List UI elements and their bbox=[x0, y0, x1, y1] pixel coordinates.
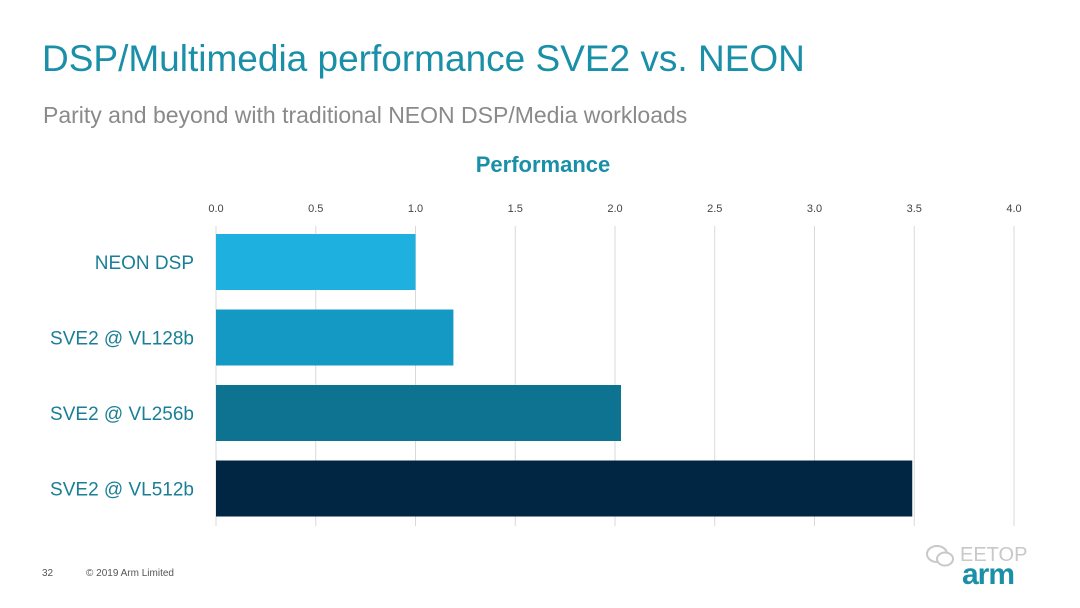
page-number: 32 bbox=[42, 568, 54, 579]
watermark-text: EETOP bbox=[960, 544, 1028, 566]
chart-tick-labels: 0.0 0.5 1.0 1.5 2.0 2.5 3.0 3.5 4.0 bbox=[208, 203, 1021, 215]
x-tick-label: 4.0 bbox=[1006, 203, 1021, 215]
bar bbox=[216, 234, 416, 290]
x-tick-label: 0.0 bbox=[208, 203, 223, 215]
x-tick-label: 1.5 bbox=[508, 203, 523, 215]
bar bbox=[216, 385, 621, 441]
bar bbox=[216, 460, 913, 517]
copyright-text: © 2019 Arm Limited bbox=[86, 568, 174, 579]
x-tick-label: 2.0 bbox=[607, 203, 622, 215]
x-tick-label: 0.5 bbox=[308, 203, 323, 215]
arm-logo: arm bbox=[962, 558, 1015, 591]
category-label: SVE2 @ VL512b bbox=[50, 480, 194, 501]
category-label: SVE2 @ VL128b bbox=[50, 329, 194, 350]
bar bbox=[216, 309, 454, 366]
x-tick-label: 3.0 bbox=[807, 203, 822, 215]
watermark: EETOP bbox=[926, 544, 1027, 567]
slide-subtitle: Parity and beyond with traditional NEON … bbox=[43, 102, 688, 128]
x-tick-label: 3.5 bbox=[907, 203, 922, 215]
category-label: NEON DSP bbox=[95, 253, 194, 274]
chart-bars bbox=[216, 234, 913, 517]
category-label: SVE2 @ VL256b bbox=[50, 404, 194, 425]
slide-title: DSP/Multimedia performance SVE2 vs. NEON bbox=[42, 38, 805, 79]
chart-category-labels: NEON DSP SVE2 @ VL128b SVE2 @ VL256b SVE2 @… bbox=[50, 253, 194, 501]
x-tick-label: 1.0 bbox=[408, 203, 423, 215]
chart-title: Performance bbox=[476, 152, 611, 177]
chat-bubbles-icon bbox=[926, 544, 954, 566]
x-tick-label: 2.5 bbox=[707, 203, 722, 215]
